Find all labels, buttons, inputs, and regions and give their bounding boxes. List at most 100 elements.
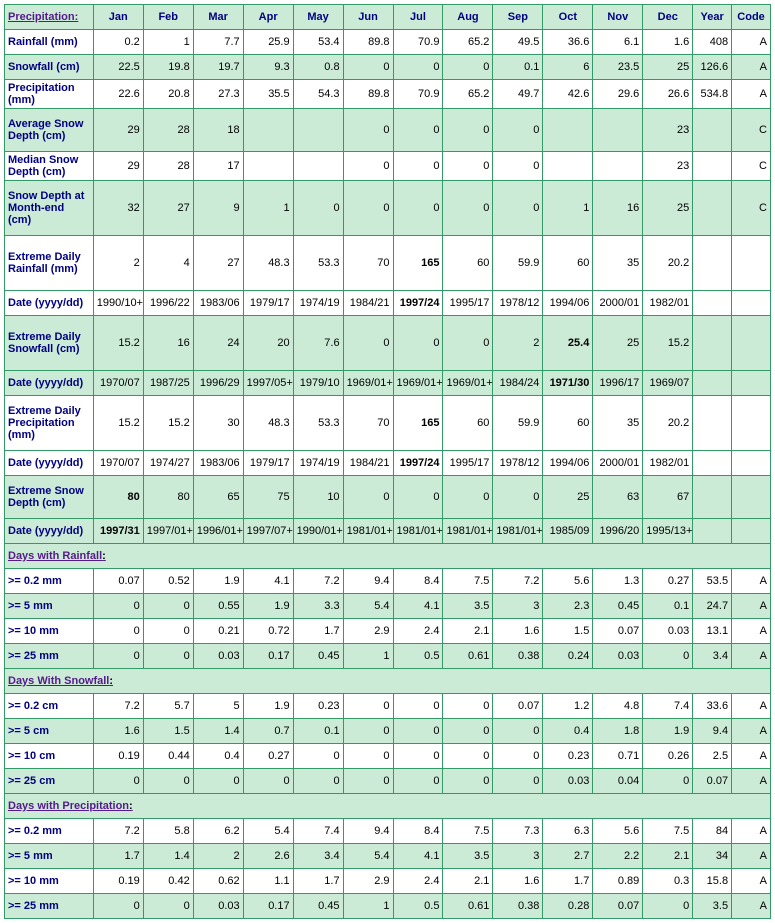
data-cell: 3.3 <box>293 594 343 619</box>
header-month[interactable]: Mar <box>193 5 243 30</box>
header-month[interactable]: Jan <box>93 5 143 30</box>
data-cell: 24.7 <box>693 594 732 619</box>
header-year[interactable]: Year <box>693 5 732 30</box>
data-cell: 1 <box>143 30 193 55</box>
data-cell: 23 <box>643 152 693 181</box>
data-cell: 0.03 <box>593 644 643 669</box>
data-cell: 0 <box>93 894 143 919</box>
header-month[interactable]: Aug <box>443 5 493 30</box>
data-cell: 0 <box>393 109 443 152</box>
header-month[interactable]: Apr <box>243 5 293 30</box>
data-cell: 54.3 <box>293 80 343 109</box>
data-cell: 1983/06 <box>193 291 243 316</box>
data-cell: 1.1 <box>243 869 293 894</box>
data-cell: 1.4 <box>193 719 243 744</box>
data-cell <box>732 371 771 396</box>
table-row: >= 0.2 mm7.25.86.25.47.49.48.47.57.36.35… <box>5 819 771 844</box>
header-label[interactable]: Precipitation: <box>5 5 94 30</box>
data-cell: 75 <box>243 476 293 519</box>
data-cell: 0 <box>493 152 543 181</box>
data-cell: 0 <box>343 109 393 152</box>
data-cell: 0 <box>493 181 543 236</box>
data-cell: 5.4 <box>343 594 393 619</box>
section-title[interactable]: Days With Snowfall: <box>5 669 771 694</box>
data-cell: 1981/01+ <box>393 519 443 544</box>
data-cell: A <box>732 30 771 55</box>
header-month[interactable]: Feb <box>143 5 193 30</box>
data-cell: 25 <box>643 181 693 236</box>
data-cell: A <box>732 869 771 894</box>
data-cell: 33.6 <box>693 694 732 719</box>
data-cell: 25.9 <box>243 30 293 55</box>
data-cell: 48.3 <box>243 396 293 451</box>
data-cell: 6.3 <box>543 819 593 844</box>
data-cell: 70 <box>343 236 393 291</box>
data-cell: 30 <box>193 396 243 451</box>
table-row: >= 10 cm0.190.440.40.27000000.230.710.26… <box>5 744 771 769</box>
header-month[interactable]: Sep <box>493 5 543 30</box>
data-cell: 32 <box>93 181 143 236</box>
data-cell <box>732 236 771 291</box>
data-cell: C <box>732 109 771 152</box>
table-row: >= 0.2 mm0.070.521.94.17.29.48.47.57.25.… <box>5 569 771 594</box>
climate-table: Precipitation: Jan Feb Mar Apr May Jun J… <box>4 4 771 919</box>
data-cell: 20.2 <box>643 396 693 451</box>
data-cell: 29 <box>93 109 143 152</box>
table-row: >= 10 mm0.190.420.621.11.72.92.42.11.61.… <box>5 869 771 894</box>
data-cell: 0.19 <box>93 869 143 894</box>
row-label: Average Snow Depth (cm) <box>5 109 94 152</box>
row-label: >= 10 mm <box>5 869 94 894</box>
header-month[interactable]: May <box>293 5 343 30</box>
data-cell: 70.9 <box>393 80 443 109</box>
header-month[interactable]: Dec <box>643 5 693 30</box>
row-label: Rainfall (mm) <box>5 30 94 55</box>
table-row: >= 25 cm0000000000.030.0400.07A <box>5 769 771 794</box>
header-month[interactable]: Jun <box>343 5 393 30</box>
data-cell: 1979/17 <box>243 291 293 316</box>
data-cell: 1995/13+ <box>643 519 693 544</box>
data-cell: 0.7 <box>243 719 293 744</box>
data-cell: A <box>732 694 771 719</box>
data-cell: 3 <box>493 594 543 619</box>
data-cell: 1.9 <box>243 694 293 719</box>
data-cell: 80 <box>93 476 143 519</box>
header-month[interactable]: Oct <box>543 5 593 30</box>
data-cell: 28 <box>143 152 193 181</box>
data-cell: 49.5 <box>493 30 543 55</box>
header-month[interactable]: Jul <box>393 5 443 30</box>
data-cell: 65.2 <box>443 30 493 55</box>
data-cell: A <box>732 719 771 744</box>
data-cell: 35 <box>593 396 643 451</box>
data-cell: 0.24 <box>543 644 593 669</box>
header-month[interactable]: Nov <box>593 5 643 30</box>
data-cell: 0.1 <box>643 594 693 619</box>
data-cell: A <box>732 644 771 669</box>
data-cell: 0.27 <box>643 569 693 594</box>
data-cell: 5.6 <box>593 819 643 844</box>
data-cell: 60 <box>443 236 493 291</box>
table-row: Average Snow Depth (cm)292818000023C <box>5 109 771 152</box>
data-cell: 20 <box>243 316 293 371</box>
data-cell: 0 <box>93 594 143 619</box>
section-title[interactable]: Days with Precipitation: <box>5 794 771 819</box>
data-cell: 1 <box>243 181 293 236</box>
data-cell: 10 <box>293 476 343 519</box>
data-cell: C <box>732 152 771 181</box>
data-cell: 0 <box>393 316 443 371</box>
row-label: Date (yyyy/dd) <box>5 371 94 396</box>
data-cell: 0 <box>393 769 443 794</box>
data-cell: 0 <box>93 769 143 794</box>
section-title[interactable]: Days with Rainfall: <box>5 544 771 569</box>
data-cell: 0.03 <box>193 644 243 669</box>
data-cell: 1 <box>343 894 393 919</box>
data-cell: 17 <box>193 152 243 181</box>
data-cell: 0 <box>343 476 393 519</box>
data-cell: 0.03 <box>643 619 693 644</box>
data-cell: 7.5 <box>643 819 693 844</box>
header-code[interactable]: Code <box>732 5 771 30</box>
data-cell: 5 <box>193 694 243 719</box>
data-cell: 4.1 <box>393 594 443 619</box>
data-cell <box>693 519 732 544</box>
data-cell <box>732 396 771 451</box>
data-cell: 27 <box>193 236 243 291</box>
